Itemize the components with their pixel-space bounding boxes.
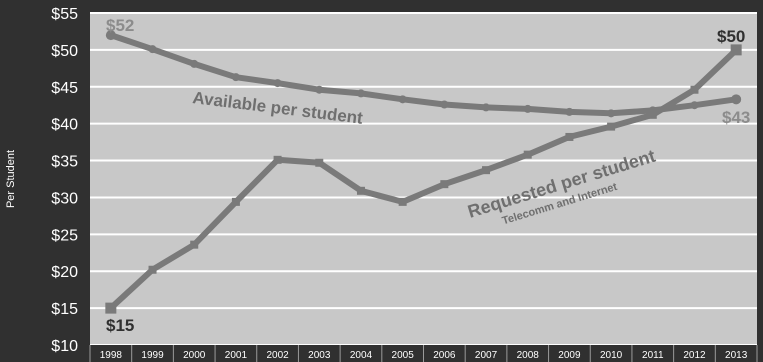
x-tick-label: 2003	[308, 350, 331, 361]
data-point	[607, 123, 615, 131]
x-tick-label: 2001	[225, 350, 248, 361]
x-tick-label: 2012	[683, 350, 706, 361]
y-tick-label: $55	[51, 6, 78, 23]
y-tick-label: $50	[51, 43, 78, 60]
x-tick-label: 1998	[100, 350, 123, 361]
x-tick-label: 2004	[350, 350, 373, 361]
x-tick-label: 2006	[433, 350, 456, 361]
available-end-label: $43	[722, 108, 750, 127]
data-point	[149, 266, 157, 274]
x-tick-label: 2011	[642, 350, 664, 361]
data-point	[315, 86, 323, 94]
requested-start-label: $15	[106, 316, 134, 335]
data-point	[149, 45, 157, 53]
data-point	[274, 79, 282, 87]
available-start-label: $52	[106, 16, 134, 35]
x-tick-label: 2007	[475, 350, 498, 361]
data-point	[357, 187, 365, 195]
x-tick-label: 2005	[392, 350, 415, 361]
x-tick-label: 2013	[725, 350, 748, 361]
x-tick-label: 2010	[600, 350, 623, 361]
y-tick-label: $10	[51, 338, 78, 355]
y-tick-label: $35	[51, 154, 78, 171]
data-point	[274, 156, 282, 164]
y-tick-label: $40	[51, 117, 78, 134]
data-point	[482, 166, 490, 174]
data-point	[357, 89, 365, 97]
data-point	[731, 44, 742, 55]
data-point	[315, 159, 323, 167]
data-point	[399, 198, 407, 206]
x-tick-label: 2008	[517, 350, 540, 361]
x-axis-ticks: 1998 1999 2000 2001 2002 2003 2004 2005 2006 2007…	[90, 345, 757, 362]
x-tick-label: 2000	[183, 350, 206, 361]
data-point	[440, 180, 448, 188]
data-point	[232, 198, 240, 206]
y-axis-label: Per Student	[5, 150, 17, 208]
data-point	[190, 60, 198, 68]
requested-end-label: $50	[717, 27, 745, 46]
data-point	[649, 111, 657, 119]
data-point	[690, 101, 698, 109]
y-tick-label: $15	[51, 301, 78, 318]
data-point	[607, 109, 615, 117]
data-point	[731, 94, 741, 104]
x-tick-label: 1999	[141, 350, 164, 361]
data-point	[232, 73, 240, 81]
x-tick-label: 2002	[266, 350, 289, 361]
data-point	[524, 151, 532, 159]
data-point	[190, 241, 198, 249]
data-point	[482, 103, 490, 111]
data-point	[690, 86, 698, 94]
y-tick-label: $30	[51, 190, 78, 207]
data-point	[565, 133, 573, 141]
y-tick-label: $25	[51, 227, 78, 244]
x-tick-label: 2009	[558, 350, 581, 361]
y-tick-label: $45	[51, 80, 78, 97]
data-point	[440, 100, 448, 108]
data-point	[565, 108, 573, 116]
data-point	[399, 95, 407, 103]
data-point	[524, 105, 532, 113]
y-tick-label: $20	[51, 264, 78, 281]
data-point	[105, 303, 116, 314]
